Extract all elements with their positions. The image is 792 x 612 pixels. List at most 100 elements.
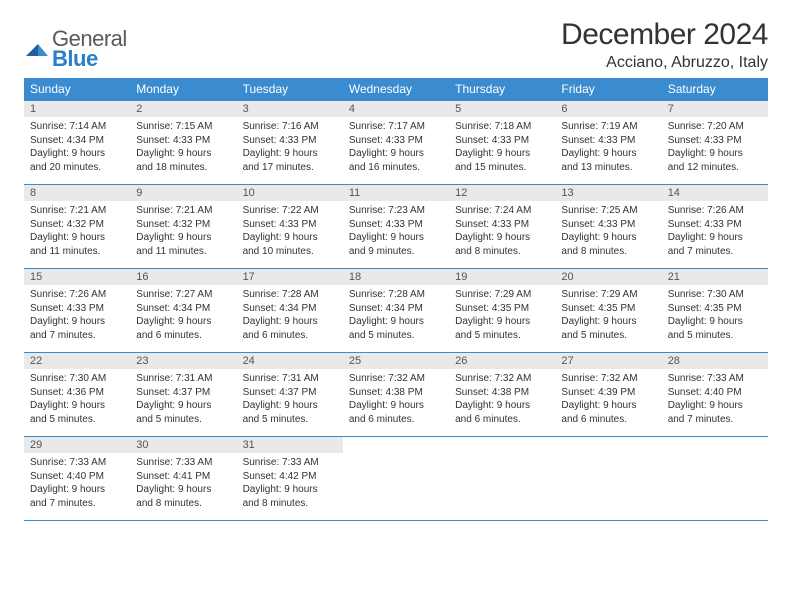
daylight-text-2: and 17 minutes. <box>243 161 337 175</box>
day-details: Sunrise: 7:32 AMSunset: 4:38 PMDaylight:… <box>343 369 449 428</box>
day-number: 12 <box>449 185 555 201</box>
daylight-text-2: and 8 minutes. <box>243 497 337 511</box>
day-details: Sunrise: 7:33 AMSunset: 4:40 PMDaylight:… <box>24 453 130 512</box>
day-details: Sunrise: 7:26 AMSunset: 4:33 PMDaylight:… <box>24 285 130 344</box>
sunset-text: Sunset: 4:39 PM <box>561 386 655 400</box>
daylight-text-1: Daylight: 9 hours <box>561 147 655 161</box>
day-details: Sunrise: 7:21 AMSunset: 4:32 PMDaylight:… <box>24 201 130 260</box>
sunrise-text: Sunrise: 7:33 AM <box>243 456 337 470</box>
sunset-text: Sunset: 4:35 PM <box>455 302 549 316</box>
calendar-week-row: 29Sunrise: 7:33 AMSunset: 4:40 PMDayligh… <box>24 437 768 521</box>
day-number: 10 <box>237 185 343 201</box>
day-details: Sunrise: 7:30 AMSunset: 4:36 PMDaylight:… <box>24 369 130 428</box>
day-details: Sunrise: 7:32 AMSunset: 4:38 PMDaylight:… <box>449 369 555 428</box>
weekday-header: Monday <box>130 78 236 101</box>
sunset-text: Sunset: 4:34 PM <box>243 302 337 316</box>
daylight-text-1: Daylight: 9 hours <box>30 399 124 413</box>
day-details: Sunrise: 7:15 AMSunset: 4:33 PMDaylight:… <box>130 117 236 176</box>
daylight-text-1: Daylight: 9 hours <box>30 483 124 497</box>
calendar-day-cell: 9Sunrise: 7:21 AMSunset: 4:32 PMDaylight… <box>130 185 236 269</box>
calendar-day-cell: 18Sunrise: 7:28 AMSunset: 4:34 PMDayligh… <box>343 269 449 353</box>
daylight-text-2: and 7 minutes. <box>30 497 124 511</box>
day-number: 11 <box>343 185 449 201</box>
sunset-text: Sunset: 4:34 PM <box>136 302 230 316</box>
sunset-text: Sunset: 4:40 PM <box>668 386 762 400</box>
sunset-text: Sunset: 4:33 PM <box>136 134 230 148</box>
day-details: Sunrise: 7:25 AMSunset: 4:33 PMDaylight:… <box>555 201 661 260</box>
calendar-day-cell: 26Sunrise: 7:32 AMSunset: 4:38 PMDayligh… <box>449 353 555 437</box>
daylight-text-1: Daylight: 9 hours <box>30 147 124 161</box>
day-number: 15 <box>24 269 130 285</box>
daylight-text-1: Daylight: 9 hours <box>243 399 337 413</box>
daylight-text-1: Daylight: 9 hours <box>561 399 655 413</box>
title-block: December 2024 Acciano, Abruzzo, Italy <box>561 18 768 72</box>
sunset-text: Sunset: 4:37 PM <box>243 386 337 400</box>
daylight-text-1: Daylight: 9 hours <box>668 147 762 161</box>
day-number: 31 <box>237 437 343 453</box>
sunset-text: Sunset: 4:37 PM <box>136 386 230 400</box>
calendar-day-cell: 25Sunrise: 7:32 AMSunset: 4:38 PMDayligh… <box>343 353 449 437</box>
calendar-day-cell: 13Sunrise: 7:25 AMSunset: 4:33 PMDayligh… <box>555 185 661 269</box>
daylight-text-2: and 8 minutes. <box>136 497 230 511</box>
day-number: 4 <box>343 101 449 117</box>
daylight-text-2: and 5 minutes. <box>668 329 762 343</box>
daylight-text-1: Daylight: 9 hours <box>349 147 443 161</box>
calendar-day-cell <box>449 437 555 521</box>
day-number: 30 <box>130 437 236 453</box>
sunrise-text: Sunrise: 7:21 AM <box>136 204 230 218</box>
daylight-text-2: and 5 minutes. <box>561 329 655 343</box>
day-number: 29 <box>24 437 130 453</box>
daylight-text-1: Daylight: 9 hours <box>243 483 337 497</box>
sunrise-text: Sunrise: 7:28 AM <box>349 288 443 302</box>
day-number: 16 <box>130 269 236 285</box>
day-number: 5 <box>449 101 555 117</box>
day-number: 3 <box>237 101 343 117</box>
day-number: 25 <box>343 353 449 369</box>
calendar-day-cell: 28Sunrise: 7:33 AMSunset: 4:40 PMDayligh… <box>662 353 768 437</box>
sunrise-text: Sunrise: 7:29 AM <box>561 288 655 302</box>
daylight-text-2: and 5 minutes. <box>136 413 230 427</box>
day-details: Sunrise: 7:33 AMSunset: 4:40 PMDaylight:… <box>662 369 768 428</box>
daylight-text-1: Daylight: 9 hours <box>455 399 549 413</box>
sunrise-text: Sunrise: 7:20 AM <box>668 120 762 134</box>
sunrise-text: Sunrise: 7:32 AM <box>561 372 655 386</box>
sunrise-text: Sunrise: 7:18 AM <box>455 120 549 134</box>
daylight-text-2: and 5 minutes. <box>243 413 337 427</box>
day-number: 20 <box>555 269 661 285</box>
sunset-text: Sunset: 4:33 PM <box>455 134 549 148</box>
sunset-text: Sunset: 4:36 PM <box>30 386 124 400</box>
daylight-text-2: and 9 minutes. <box>349 245 443 259</box>
sunrise-text: Sunrise: 7:30 AM <box>30 372 124 386</box>
sunrise-text: Sunrise: 7:21 AM <box>30 204 124 218</box>
weekday-header: Friday <box>555 78 661 101</box>
day-number: 2 <box>130 101 236 117</box>
daylight-text-1: Daylight: 9 hours <box>243 315 337 329</box>
daylight-text-2: and 20 minutes. <box>30 161 124 175</box>
day-details: Sunrise: 7:14 AMSunset: 4:34 PMDaylight:… <box>24 117 130 176</box>
day-details: Sunrise: 7:22 AMSunset: 4:33 PMDaylight:… <box>237 201 343 260</box>
sunset-text: Sunset: 4:32 PM <box>136 218 230 232</box>
sunset-text: Sunset: 4:38 PM <box>349 386 443 400</box>
day-details: Sunrise: 7:28 AMSunset: 4:34 PMDaylight:… <box>237 285 343 344</box>
daylight-text-2: and 5 minutes. <box>30 413 124 427</box>
weekday-header: Sunday <box>24 78 130 101</box>
sunset-text: Sunset: 4:42 PM <box>243 470 337 484</box>
calendar-day-cell: 5 Sunrise: 7:18 AMSunset: 4:33 PMDaylight… <box>449 101 555 185</box>
daylight-text-1: Daylight: 9 hours <box>136 147 230 161</box>
daylight-text-1: Daylight: 9 hours <box>455 147 549 161</box>
daylight-text-1: Daylight: 9 hours <box>349 399 443 413</box>
month-title: December 2024 <box>561 18 768 52</box>
sunrise-text: Sunrise: 7:32 AM <box>455 372 549 386</box>
calendar-day-cell <box>662 437 768 521</box>
day-details: Sunrise: 7:23 AMSunset: 4:33 PMDaylight:… <box>343 201 449 260</box>
sunrise-text: Sunrise: 7:17 AM <box>349 120 443 134</box>
location: Acciano, Abruzzo, Italy <box>561 54 768 72</box>
calendar-day-cell: 10Sunrise: 7:22 AMSunset: 4:33 PMDayligh… <box>237 185 343 269</box>
calendar-day-cell: 29Sunrise: 7:33 AMSunset: 4:40 PMDayligh… <box>24 437 130 521</box>
sunrise-text: Sunrise: 7:29 AM <box>455 288 549 302</box>
daylight-text-2: and 6 minutes. <box>136 329 230 343</box>
daylight-text-1: Daylight: 9 hours <box>349 231 443 245</box>
daylight-text-2: and 16 minutes. <box>349 161 443 175</box>
calendar-day-cell: 6Sunrise: 7:19 AMSunset: 4:33 PMDaylight… <box>555 101 661 185</box>
sunset-text: Sunset: 4:34 PM <box>30 134 124 148</box>
